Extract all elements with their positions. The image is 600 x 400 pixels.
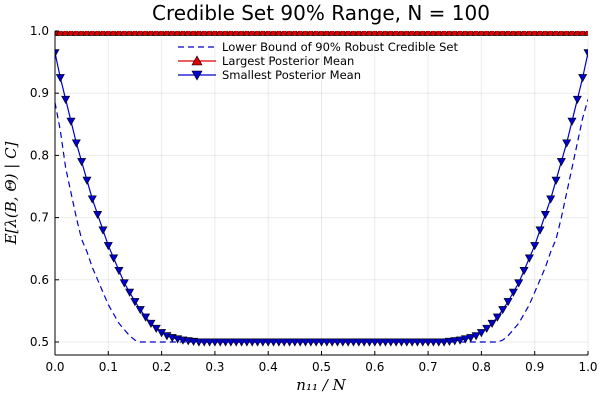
legend-label-3: Smallest Posterior Mean [222, 68, 361, 82]
x-tick-label: 0.6 [365, 360, 384, 374]
series-3-marker [466, 334, 476, 343]
x-tick-label: 0.9 [525, 360, 544, 374]
tick-labels: 0.0 0.1 0.2 0.3 0.4 0.5 0.6 0.7 0.8 0.9 1.0 0.5 0.6 0… [30, 24, 598, 374]
series-3-marker [109, 254, 119, 263]
series-3-marker [61, 95, 71, 105]
legend-label-2: Largest Posterior Mean [222, 54, 354, 68]
series-3-marker [482, 324, 492, 333]
series-3-marker [471, 332, 481, 341]
y-tick-label: 0.5 [30, 335, 49, 349]
series-3-marker [98, 226, 108, 235]
series-3-marker [439, 338, 449, 347]
grid [54, 30, 589, 355]
axes [54, 30, 589, 356]
y-tick-label: 0.6 [30, 273, 49, 287]
legend: Lower Bound of 90% Robust Credible SetLa… [178, 40, 458, 82]
series-3-marker [77, 158, 87, 167]
series-3-marker [135, 306, 145, 315]
series-3-marker [476, 329, 486, 338]
series-3-marker [66, 117, 76, 126]
y-tick-label: 0.9 [30, 86, 49, 100]
series-3-marker [492, 313, 502, 322]
series-3-marker [530, 242, 540, 251]
series-3-marker [578, 74, 588, 83]
y-tick-label: 0.8 [30, 148, 49, 162]
series-3-marker [146, 319, 156, 328]
series-3-marker [130, 298, 140, 307]
x-tick-label: 1.0 [578, 360, 597, 374]
series-3-marker [524, 254, 534, 263]
series-3-marker [572, 95, 582, 105]
series-3-marker [540, 210, 550, 220]
series-3-marker [455, 336, 465, 345]
chart-title: Credible Set 90% Range, N = 100 [152, 1, 490, 25]
series-3-marker [87, 195, 97, 204]
series-3-marker [103, 242, 113, 251]
series-3-marker [71, 139, 81, 148]
series-3-marker [519, 266, 529, 276]
x-tick-label: 0.0 [45, 360, 64, 374]
series-layer [55, 31, 588, 347]
series-3-marker [535, 226, 545, 235]
legend-marker-3 [191, 70, 203, 81]
series-3-marker [55, 74, 65, 83]
series-3-marker [514, 279, 524, 288]
series-3-marker [562, 139, 572, 148]
y-tick-label: 0.7 [30, 211, 49, 225]
series-3-marker [546, 195, 556, 204]
x-tick-label: 0.4 [259, 360, 278, 374]
series-3-marker [114, 266, 124, 276]
series-3-marker [151, 324, 161, 333]
series-3-marker [444, 337, 454, 346]
x-tick-label: 0.7 [419, 360, 438, 374]
y-axis-label: E[λ(B, Θ) | C] [2, 141, 20, 245]
x-tick-label: 0.2 [152, 360, 171, 374]
y-tick-label: 1.0 [30, 24, 49, 38]
series-3-marker [125, 288, 135, 297]
legend-label-1: Lower Bound of 90% Robust Credible Set [222, 40, 458, 54]
x-tick-label: 0.8 [472, 360, 491, 374]
series-3-marker [93, 210, 103, 220]
plot-area [55, 31, 588, 355]
series-3-marker [556, 158, 566, 167]
x-tick-label: 0.5 [312, 360, 331, 374]
series-2-marker [583, 31, 588, 36]
series-3-marker [82, 176, 92, 185]
x-tick-label: 0.1 [99, 360, 118, 374]
series-3-marker [119, 279, 129, 288]
series-3-marker [503, 298, 513, 307]
x-axis-label: n₁₁ / N [296, 376, 346, 394]
series-3-marker [460, 335, 470, 344]
series-3-marker [487, 319, 497, 328]
series-3-marker [450, 337, 460, 346]
series-3-marker [567, 117, 577, 126]
series-3-marker [508, 288, 518, 297]
x-tick-label: 0.3 [205, 360, 224, 374]
series-3-marker [55, 49, 60, 58]
legend-marker-2 [191, 55, 203, 66]
series-3-marker [583, 49, 588, 58]
series-3-marker [498, 306, 508, 315]
series-3-marker [551, 176, 561, 185]
series-3-marker [141, 313, 151, 322]
